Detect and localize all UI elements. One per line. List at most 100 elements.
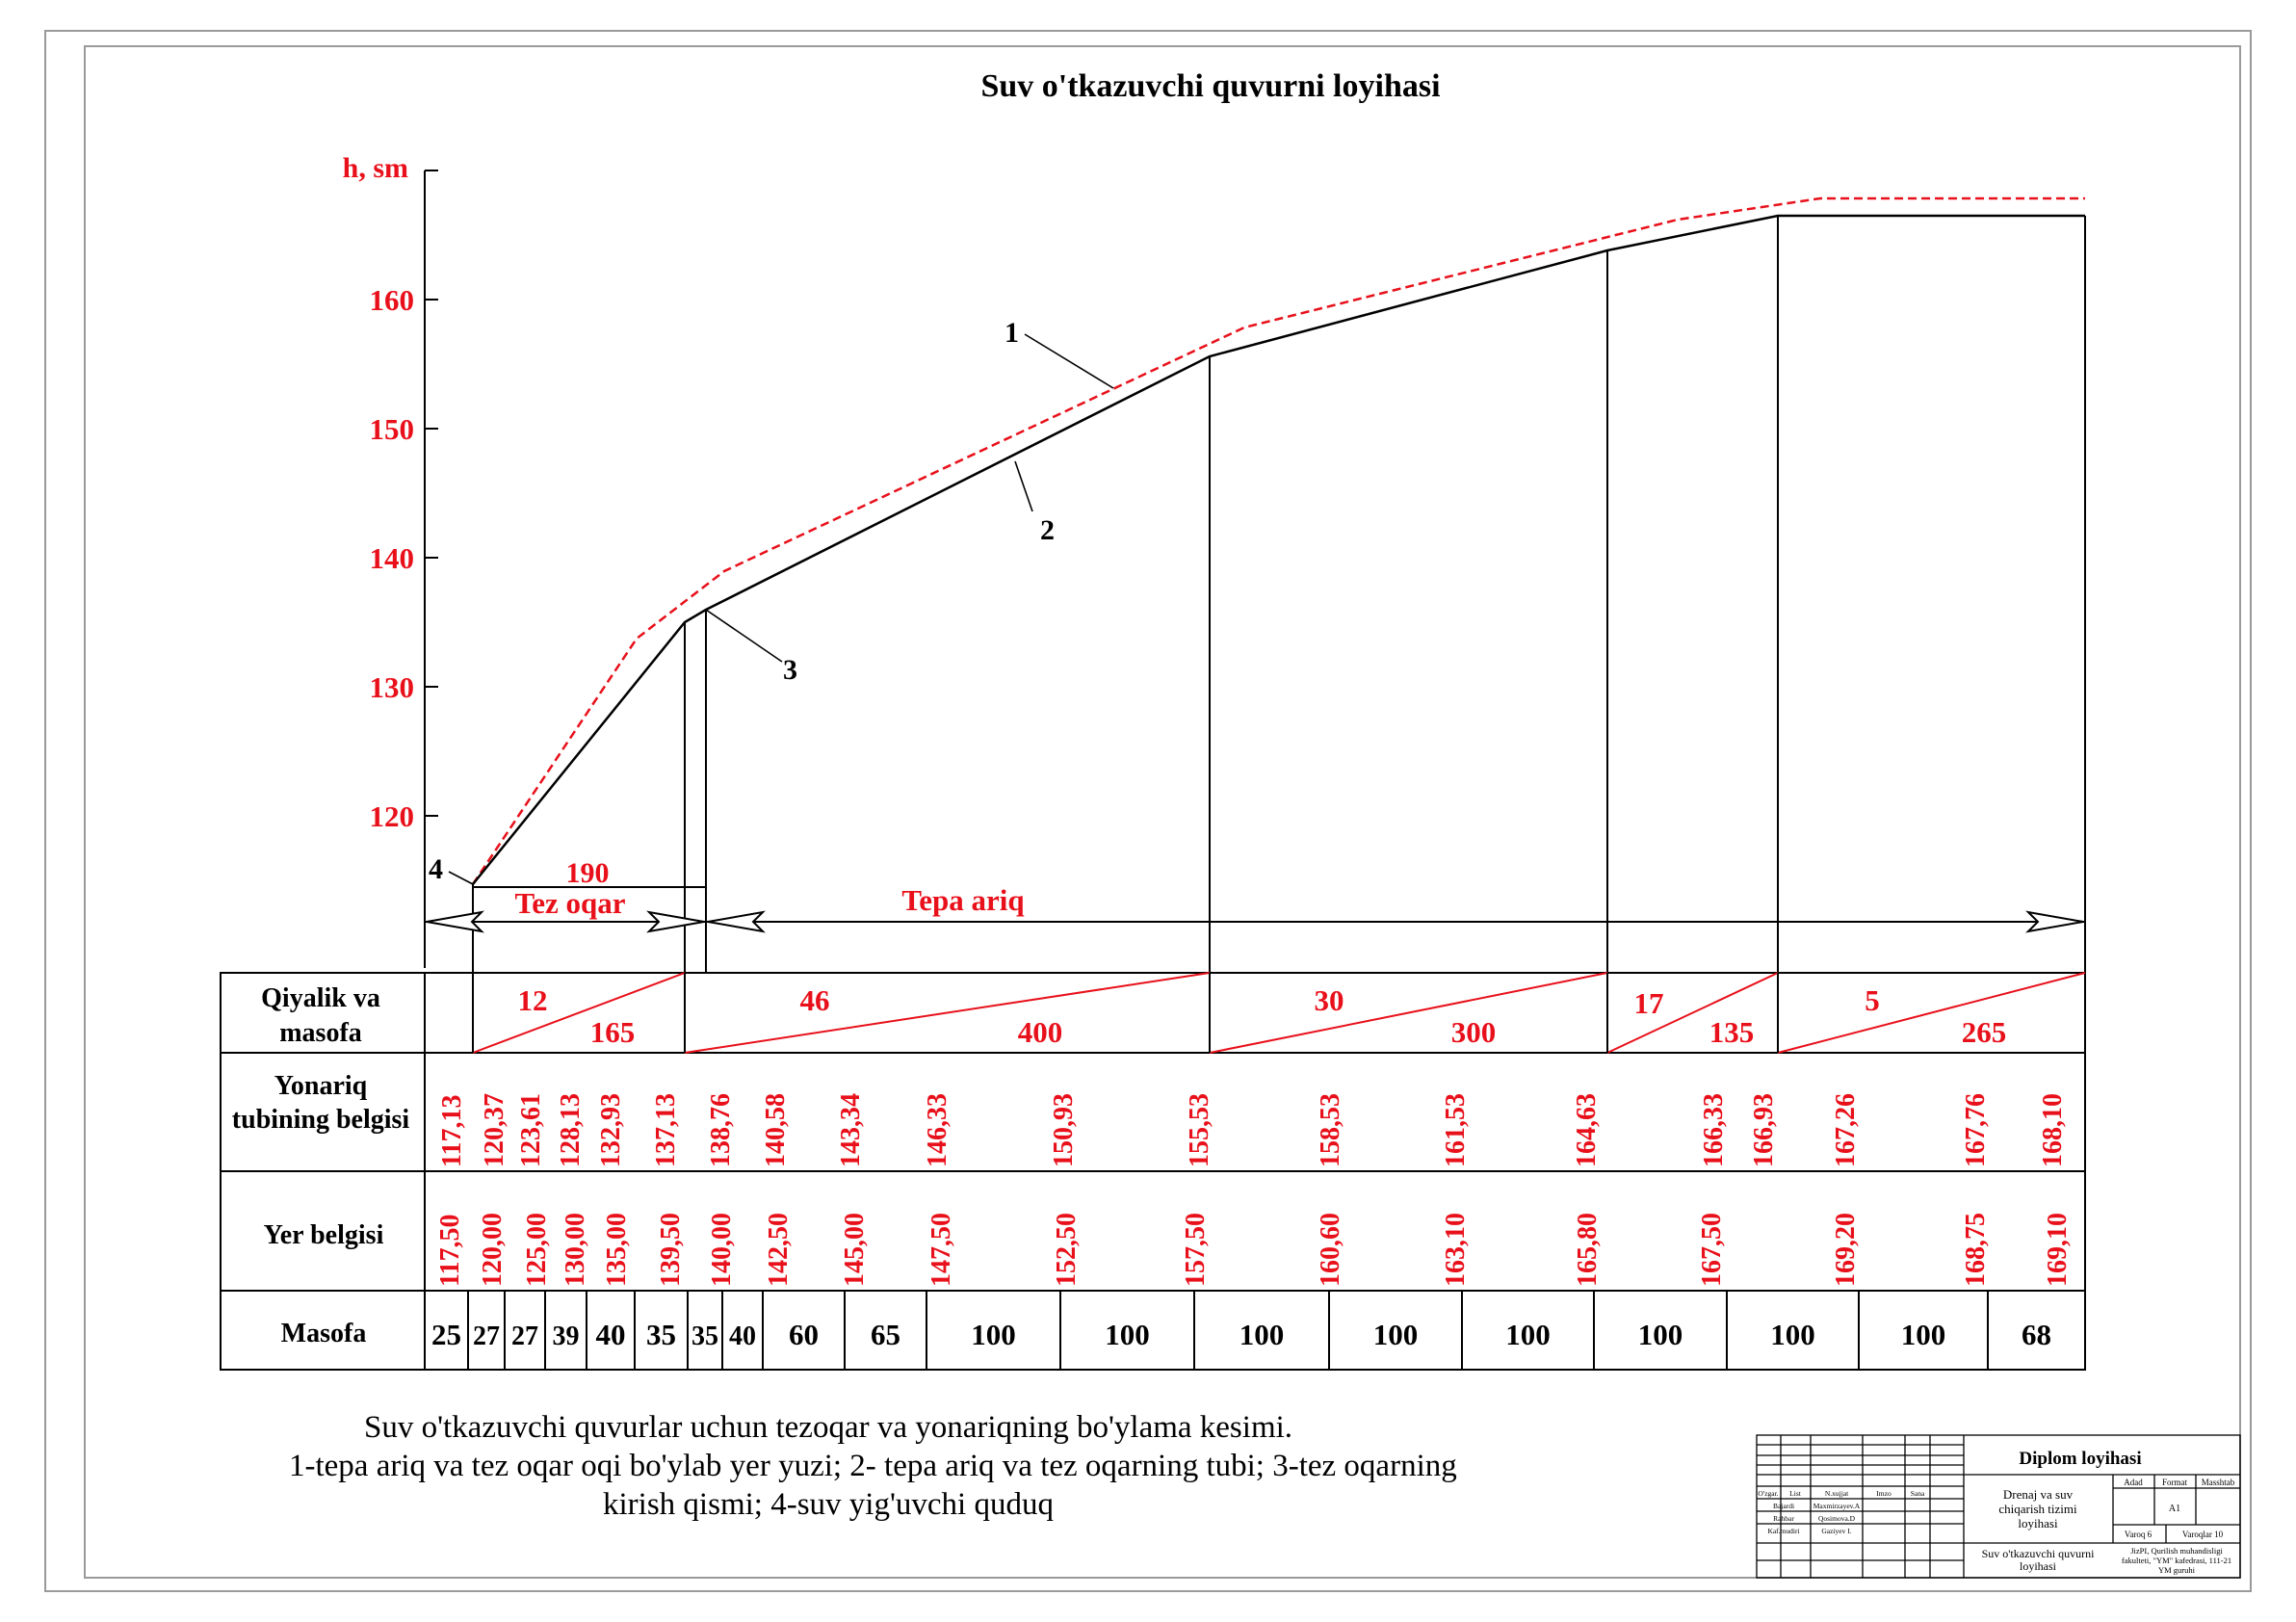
outer-frame [44, 30, 2252, 1592]
ground-mark-label: 117,50 [435, 1215, 465, 1287]
canal-mark-label: 167,26 [1831, 1093, 1861, 1167]
profile-table [220, 972, 2086, 1371]
stamp-name-bajardi: Maxmirzayev.A [1813, 1502, 1861, 1510]
canal-mark-label: 167,76 [1961, 1093, 1991, 1167]
stamp-role-date: Sana [1911, 1489, 1925, 1498]
stamp-role-sign: Imzo [1876, 1489, 1892, 1498]
leader-lines [448, 333, 1114, 885]
distance-value: 60 [789, 1318, 819, 1351]
canal-mark-label: 166,33 [1699, 1093, 1729, 1167]
stamp-header-format: Format [2162, 1478, 2187, 1487]
distance-value: 35 [691, 1321, 718, 1351]
y-tick-140: 140 [370, 541, 415, 575]
stamp-drawing: Suv o'tkazuvchi quvurni loyihasi [1982, 1547, 2095, 1573]
ground-mark-label: 165,80 [1573, 1213, 1603, 1287]
curve-label-1: 1 [1004, 317, 1019, 349]
stamp-role-doc: N.xujjat [1825, 1489, 1849, 1498]
caption-line-2: 1-tepa ariq va tez oqar oqi bo'ylab yer … [289, 1449, 1457, 1483]
stamp-sheet: Varoq 6 [2125, 1530, 2152, 1539]
canal-mark-label: 150,93 [1049, 1093, 1079, 1167]
ground-marks: 117,50 120,00 125,00 130,00 135,00 139,50 140,… [435, 1213, 2073, 1287]
ground-mark-label: 125,00 [522, 1213, 552, 1287]
slope-value-2: 46 [800, 983, 830, 1017]
ground-mark-label: 130,00 [561, 1213, 590, 1287]
curve-labels: 1 2 3 4 [429, 317, 1055, 885]
canal-mark-label: 158,53 [1316, 1093, 1345, 1167]
canal-mark-label: 146,33 [923, 1093, 952, 1167]
ground-mark-label: 152,50 [1052, 1213, 1082, 1287]
slope-value-1: 12 [518, 983, 548, 1017]
slope-labels: 12 165 46 400 30 300 17 135 5 265 [518, 983, 2007, 1049]
curve-label-4: 4 [429, 853, 443, 885]
slope-dividers [472, 973, 1779, 1053]
distance-value: 40 [729, 1321, 756, 1351]
slope-value-5: 5 [1865, 983, 1880, 1017]
distance-value: 100 [1901, 1318, 1946, 1351]
tez-oqar-length: 190 [566, 857, 610, 889]
figure-caption: Suv o'tkazuvchi quvurlar uchun tezoqar v… [289, 1408, 1457, 1524]
canal-mark-label: 155,53 [1185, 1093, 1214, 1167]
canal-marks: 117,13 120,37 123,61 128,13 132,93 137,13 138,… [437, 1093, 2068, 1167]
table-row-headers: Qiyalik va masofa Yonariq tubining belgi… [232, 983, 410, 1348]
tez-oqar-label: Tez oqar [514, 886, 625, 920]
canal-mark-label: 140,58 [761, 1093, 791, 1167]
slope-diagonals [472, 972, 2086, 1054]
ground-mark-label: 167,50 [1697, 1213, 1727, 1287]
stamp-sheets: Varoqlar 10 [2182, 1530, 2224, 1539]
row-header-ground: Yer belgisi [264, 1220, 384, 1250]
distance-value: 100 [971, 1318, 1016, 1351]
distance-value: 65 [871, 1318, 900, 1351]
distance-value: 27 [473, 1321, 500, 1351]
stamp-role-bajardi: Bajardi [1773, 1502, 1794, 1510]
slope-value-3: 30 [1315, 983, 1344, 1017]
drawing-title: Suv o'tkazuvchi quvurni loyihasi [980, 68, 1440, 104]
distance-value: 27 [511, 1321, 538, 1351]
canal-mark-label: 168,10 [2038, 1093, 2068, 1167]
title-block: Diplom loyihasi O'zgar. List N.xujjat Im… [1756, 1434, 2241, 1579]
canal-mark-label: 143,34 [836, 1093, 866, 1167]
canal-mark-label: 138,76 [706, 1093, 736, 1167]
ground-mark-label: 120,00 [478, 1213, 508, 1287]
stamp-role-mudir: Kaf.mudiri [1767, 1527, 1799, 1535]
slope-length-3: 300 [1451, 1015, 1497, 1049]
slope-length-2: 400 [1018, 1015, 1063, 1049]
ground-mark-label: 145,00 [840, 1213, 870, 1287]
distance-value: 40 [596, 1318, 626, 1351]
ground-surface-line [471, 196, 2085, 885]
curve-label-2: 2 [1040, 514, 1055, 546]
canal-mark-label: 166,93 [1749, 1093, 1779, 1167]
row-header-slope-1: Qiyalik va [261, 983, 380, 1013]
y-tick-160: 160 [370, 283, 415, 317]
ground-mark-label: 142,50 [764, 1213, 794, 1287]
distance-cells: 25 27 27 39 40 35 35 40 60 65 100 100 100 100 100 100 10… [431, 1291, 2051, 1370]
slope-length-4: 135 [1709, 1015, 1755, 1049]
distance-value: 100 [1505, 1318, 1551, 1351]
canal-mark-label: 161,53 [1441, 1093, 1471, 1167]
section-verticals [472, 216, 2086, 973]
y-axis-label: h, sm [343, 152, 408, 184]
stamp-role-rahbar: Rahbar [1773, 1514, 1794, 1523]
canal-mark-label: 123,61 [516, 1093, 546, 1167]
distance-value: 39 [553, 1321, 580, 1351]
slope-value-4: 17 [1634, 986, 1664, 1020]
stamp-role-izm: O'zgar. [1758, 1489, 1778, 1498]
ground-mark-label: 160,60 [1316, 1213, 1345, 1287]
ground-mark-label: 140,00 [707, 1213, 737, 1287]
stamp-org: JizPI, Qurilish muhandisligi fakulteti, "… [2122, 1546, 2231, 1575]
ground-mark-label: 147,50 [926, 1213, 956, 1287]
y-tick-120: 120 [370, 799, 415, 833]
slope-length-5: 265 [1962, 1015, 2007, 1049]
ground-mark-label: 169,10 [2043, 1213, 2073, 1287]
canal-mark-label: 117,13 [437, 1095, 467, 1167]
y-tick-150: 150 [370, 412, 415, 446]
canal-mark-label: 164,63 [1572, 1093, 1602, 1167]
distance-value: 100 [1373, 1318, 1419, 1351]
stamp-header-adad: Adad [2124, 1478, 2143, 1487]
canal-mark-label: 137,13 [651, 1093, 681, 1167]
row-header-slope-2: masofa [279, 1018, 362, 1048]
y-axis [424, 170, 438, 968]
y-tick-labels: 160 150 140 130 120 [370, 283, 415, 833]
stamp-format: A1 [2169, 1504, 2180, 1514]
inner-frame [84, 45, 2241, 1579]
